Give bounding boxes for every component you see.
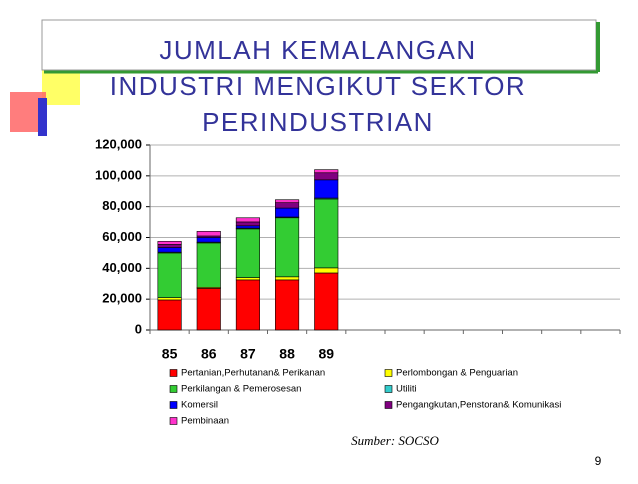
bar-segment bbox=[235, 277, 260, 281]
y-tick-label: 60,000 bbox=[102, 229, 142, 244]
bar-segment bbox=[314, 172, 339, 181]
bar-segment bbox=[275, 199, 300, 203]
bar-segment bbox=[196, 288, 221, 331]
bar-segment bbox=[275, 276, 300, 281]
decor-square bbox=[42, 70, 80, 105]
legend-swatch bbox=[384, 401, 393, 409]
legend-label: Pengangkutan,Penstoran& Komunikasi bbox=[396, 400, 561, 411]
title-line: INDUSTRI MENGIKUT SEKTOR bbox=[110, 71, 526, 101]
legend-swatch bbox=[384, 385, 393, 393]
legend bbox=[159, 364, 581, 430]
bar-segment bbox=[157, 241, 182, 245]
legend-swatch bbox=[169, 385, 178, 393]
y-tick-label: 20,000 bbox=[102, 291, 142, 306]
bar-segment bbox=[275, 202, 300, 209]
title-line: JUMLAH KEMALANGAN bbox=[159, 35, 476, 65]
bar-segment bbox=[235, 221, 260, 227]
bar-segment bbox=[196, 231, 221, 237]
page-number: 9 bbox=[595, 454, 602, 468]
bar-segment bbox=[235, 217, 260, 223]
bar-segment bbox=[314, 169, 339, 174]
bar-segment bbox=[314, 198, 339, 269]
x-tick-label: 87 bbox=[240, 346, 256, 362]
y-tick-label: 0 bbox=[135, 321, 142, 336]
legend-label: Komersil bbox=[181, 400, 218, 411]
bar-segment bbox=[275, 217, 300, 278]
bar-segment bbox=[157, 247, 182, 253]
bar-segment bbox=[314, 267, 339, 274]
legend-label: Perlombongan & Penguarian bbox=[396, 368, 518, 379]
x-tick-label: 85 bbox=[162, 346, 178, 362]
legend-swatch bbox=[169, 417, 178, 425]
x-tick-label: 86 bbox=[201, 346, 217, 362]
bar-segment bbox=[275, 207, 300, 218]
bar-segment bbox=[235, 228, 260, 278]
legend-label: Pembinaan bbox=[181, 416, 229, 427]
bar-segment bbox=[235, 279, 260, 331]
bar-segment bbox=[314, 179, 339, 199]
y-tick-label: 100,000 bbox=[95, 167, 142, 182]
x-tick-label: 88 bbox=[279, 346, 295, 362]
legend-swatch bbox=[169, 401, 178, 409]
bar-segment bbox=[157, 299, 182, 331]
legend-swatch bbox=[384, 369, 393, 377]
bar-segment bbox=[235, 225, 260, 229]
legend-label: Pertanian,Perhutanan& Perikanan bbox=[181, 368, 325, 379]
source: Sumber: SOCSO bbox=[351, 433, 439, 448]
y-tick-label: 120,000 bbox=[95, 136, 142, 151]
bar-segment bbox=[196, 237, 221, 243]
bar-segment bbox=[275, 279, 300, 331]
legend-label: Utiliti bbox=[396, 384, 417, 395]
legend-swatch bbox=[169, 369, 178, 377]
bar-segment bbox=[157, 297, 182, 301]
y-tick-label: 80,000 bbox=[102, 198, 142, 213]
bar-segment bbox=[157, 244, 182, 248]
title-line: PERINDUSTRIAN bbox=[202, 107, 434, 137]
legend-label: Perkilangan & Pemerosesan bbox=[181, 384, 301, 395]
x-tick-label: 89 bbox=[318, 346, 334, 362]
title: JUMLAH KEMALANGAN INDUSTRI MENGIKUT SEKT… bbox=[110, 35, 526, 137]
bar-segment bbox=[157, 252, 182, 298]
bar-segment bbox=[196, 242, 221, 288]
y-tick-label: 40,000 bbox=[102, 260, 142, 275]
decor-bar bbox=[38, 98, 47, 136]
bar-segment bbox=[314, 272, 339, 331]
